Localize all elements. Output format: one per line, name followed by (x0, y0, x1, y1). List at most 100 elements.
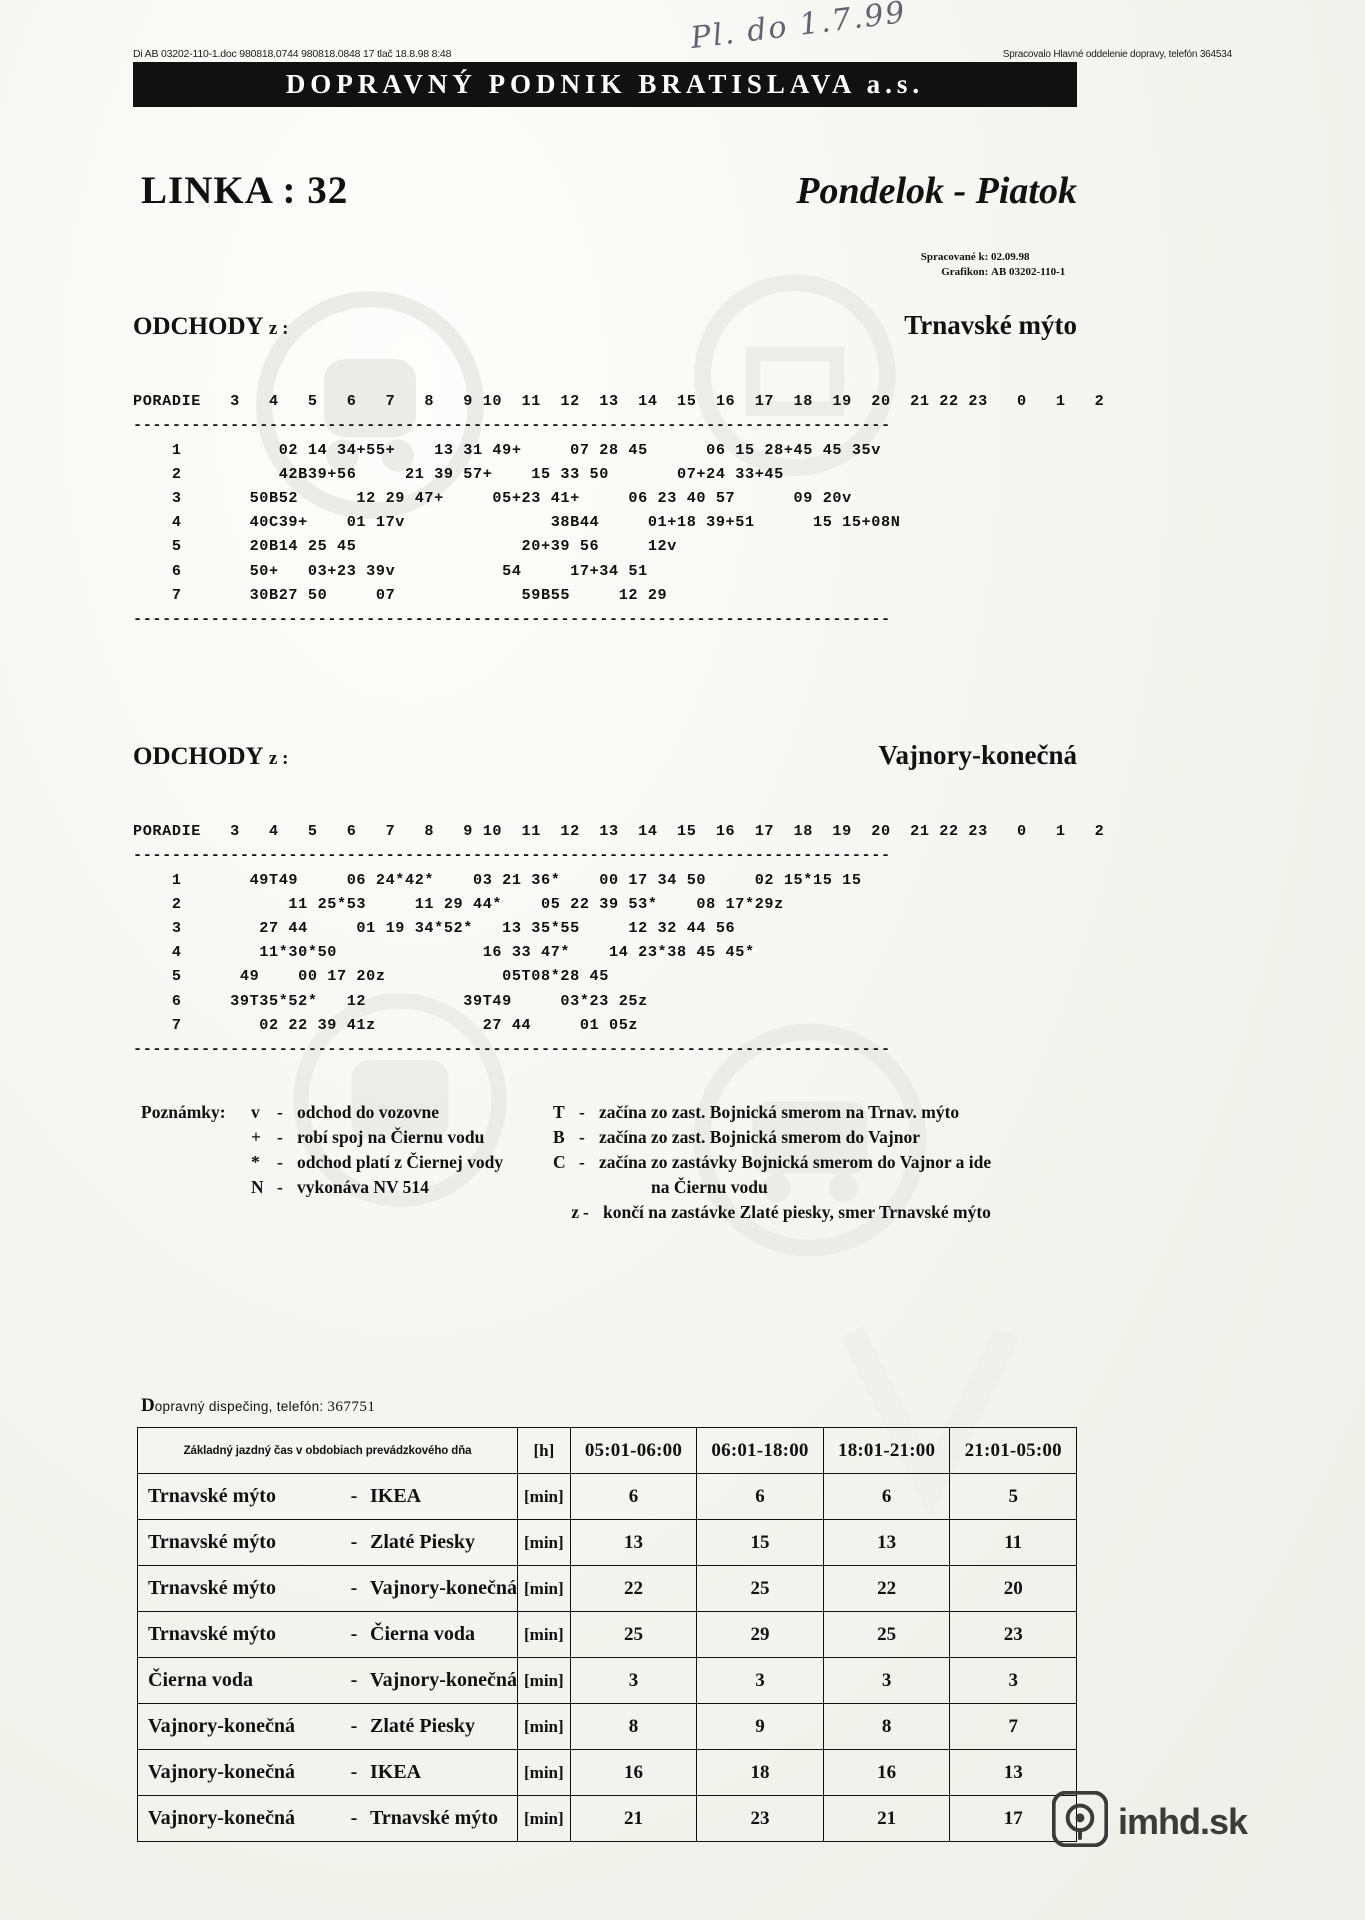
timetable-2-row-2: 2 11 25*53 11 29 44* 05 22 39 53* 08 17*… (133, 894, 784, 913)
table-header-row: Základný jazdný čas v obdobiach prevádzk… (136, 1427, 1077, 1474)
value-cell: 16 (569, 1749, 698, 1796)
note-text: končí na zastávke Zlaté piesky, smer Trn… (603, 1202, 991, 1222)
timetable-2-row-7: 7 02 22 39 41z 27 44 01 05z (133, 1015, 639, 1034)
journey-time-table: Základný jazdný čas v obdobiach prevádzk… (136, 1427, 1077, 1842)
route-from: Trnavské mýto (148, 1623, 276, 1645)
route-from: Vajnory-konečná (148, 1761, 296, 1783)
timetable-block-2: PORADIE 3 4 5 6 7 8 9 10 11 12 13 14 15 … (133, 795, 1104, 1085)
line-and-daytype-row: LINKA : 32 Pondelok - Piatok (133, 168, 1077, 213)
value-cell: 25 (569, 1611, 698, 1658)
note-text: začína zo zast. Bojnická smerom do Vajno… (599, 1127, 920, 1147)
dispatcher-cap: D (141, 1395, 155, 1416)
route-cell: Vajnory-konečná - Trnavské mýto (136, 1795, 519, 1842)
unit-cell: [min] (517, 1703, 571, 1750)
route-cell: Čierna voda - Vajnory-konečná (136, 1657, 519, 1704)
route-separator: - (350, 1485, 358, 1507)
route-separator: - (350, 1623, 358, 1645)
note-text: začína zo zastávky Bojnická smerom do Va… (599, 1152, 992, 1172)
value-cell: 8 (569, 1703, 698, 1750)
timetable-1-row-3: 3 50B52 12 29 47+ 05+23 41+ 06 23 40 57 … (133, 489, 852, 508)
table-row: Trnavské mýto - Čierna voda [min] 25 29 25… (136, 1611, 1077, 1658)
departures-suffix-2: z : (268, 748, 289, 769)
table-row: Vajnory-konečná - IKEA [min] 16 18 16 13 (136, 1749, 1077, 1796)
timetable-1-row-4: 4 40C39+ 01 17v 38B44 01+18 39+51 15 15+… (133, 513, 901, 532)
value-cell: 3 (696, 1657, 824, 1704)
timetable-2-columns: PORADIE 3 4 5 6 7 8 9 10 11 12 13 14 15 … (133, 822, 1105, 841)
value-cell: 8 (822, 1703, 951, 1750)
route-cell: Vajnory-konečná - IKEA (136, 1749, 519, 1796)
meta-value-grafikon: AB 03202-110-1 (991, 266, 1066, 278)
route-to: IKEA (370, 1761, 422, 1783)
value-cell: 13 (569, 1519, 698, 1566)
route-from: Trnavské mýto (148, 1577, 276, 1599)
table-row: Vajnory-konečná - Zlaté Piesky [min] 8 9 8… (136, 1703, 1077, 1750)
table-row: Vajnory-konečná - Trnavské mýto [min] 21 2… (136, 1795, 1077, 1842)
note-dash: - (583, 1202, 589, 1222)
timetable-2-rule-bottom: ----------------------------------------… (133, 1040, 891, 1059)
timetable-meta-block: Spracované k: 02.09.98 Grafikon: AB 0320… (0, 250, 1077, 280)
route-from: Vajnory-konečná (148, 1807, 296, 1829)
unit-cell: [min] (517, 1795, 571, 1842)
note-dash: - (277, 1102, 283, 1122)
note-symbol: + (251, 1127, 261, 1147)
timetable-1-row-5: 5 20B14 25 45 20+39 56 12v (133, 537, 677, 556)
value-cell: 23 (949, 1611, 1077, 1658)
timetable-1-row-2: 2 42B39+56 21 39 57+ 15 33 50 07+24 33+4… (133, 464, 784, 483)
header-unit: [h] (517, 1427, 571, 1474)
timetable-2-row-1: 1 49T49 06 24*42* 03 21 36* 00 17 34 50 … (133, 870, 862, 889)
timetable-2-row-3: 3 27 44 01 19 34*52* 13 35*55 12 32 44 5… (133, 919, 736, 938)
route-cell: Vajnory-konečná - Zlaté Piesky (136, 1703, 519, 1750)
value-cell: 5 (949, 1473, 1077, 1520)
departures-label-1: ODCHODY z : (133, 313, 288, 341)
value-cell: 22 (822, 1565, 951, 1612)
route-to: IKEA (370, 1485, 422, 1507)
note-symbol: C (553, 1152, 566, 1172)
timetable-2-row-4: 4 11*30*50 16 33 47* 14 23*38 45 45* (133, 943, 755, 962)
value-cell: 25 (822, 1611, 951, 1658)
route-cell: Trnavské mýto - IKEA (136, 1473, 519, 1520)
value-cell: 21 (569, 1795, 698, 1842)
timetable-2-row-5: 5 49 00 17 20z 05T08*28 45 (133, 967, 609, 986)
note-text: začína zo zast. Bojnická smerom na Trnav… (599, 1102, 960, 1122)
meta-label-processed: Spracované k: (920, 251, 989, 263)
meta-row-grafikon: Grafikon: AB 03202-110-1 (0, 265, 1077, 280)
note-dash: - (579, 1102, 585, 1122)
value-cell: 17 (949, 1795, 1077, 1842)
value-cell: 9 (696, 1703, 824, 1750)
value-cell: 3 (822, 1657, 951, 1704)
note-dash: - (277, 1177, 283, 1197)
timetable-block-1: PORADIE 3 4 5 6 7 8 9 10 11 12 13 14 15 … (133, 365, 1104, 655)
value-cell: 15 (696, 1519, 824, 1566)
dispatcher-phone: 367751 (327, 1399, 376, 1415)
unit-cell: [min] (517, 1611, 571, 1658)
value-cell: 18 (696, 1749, 824, 1796)
route-separator: - (350, 1715, 358, 1737)
timetable-1-rule-top: ----------------------------------------… (133, 416, 891, 435)
value-cell: 6 (569, 1473, 698, 1520)
route-cell: Trnavské mýto - Vajnory-konečná (136, 1565, 519, 1612)
timetable-1-row-7: 7 30B27 50 07 59B55 12 29 (133, 585, 668, 604)
note-item: B - začína zo zast. Bojnická smerom do V… (553, 1125, 1078, 1150)
route-to: Zlaté Piesky (370, 1715, 475, 1737)
route-separator: - (350, 1531, 358, 1553)
header-period-2: 06:01-18:00 (696, 1427, 824, 1474)
note-symbol: v (251, 1102, 260, 1122)
route-cell: Trnavské mýto - Zlaté Piesky (136, 1519, 519, 1566)
value-cell: 29 (696, 1611, 824, 1658)
departures-destination-1: Trnavské mýto (904, 310, 1077, 340)
table-row: Čierna voda - Vajnory-konečná [min] 3 3 3 … (136, 1657, 1077, 1704)
value-cell: 7 (949, 1703, 1077, 1750)
departures-header-vajnory: ODCHODY z : Vajnory-konečná (133, 740, 1077, 771)
route-to: Čierna voda (370, 1623, 475, 1645)
timetable-1-row-1: 1 02 14 34+55+ 13 31 49+ 07 28 45 06 15 … (133, 440, 881, 459)
header-period-1: 05:01-06:00 (569, 1427, 698, 1474)
document-meta-line: Di AB 03202-110-1.doc 980818.0744 980818… (133, 48, 1232, 60)
timetable-2-row-6: 6 39T35*52* 12 39T49 03*23 25z (133, 991, 648, 1010)
route-separator: - (350, 1807, 358, 1829)
header-period-4: 21:01-05:00 (949, 1427, 1077, 1474)
line-number-title: LINKA : 32 (141, 169, 349, 212)
value-cell: 3 (569, 1657, 698, 1704)
value-cell: 11 (949, 1519, 1077, 1566)
departures-title-1: ODCHODY (133, 313, 263, 340)
